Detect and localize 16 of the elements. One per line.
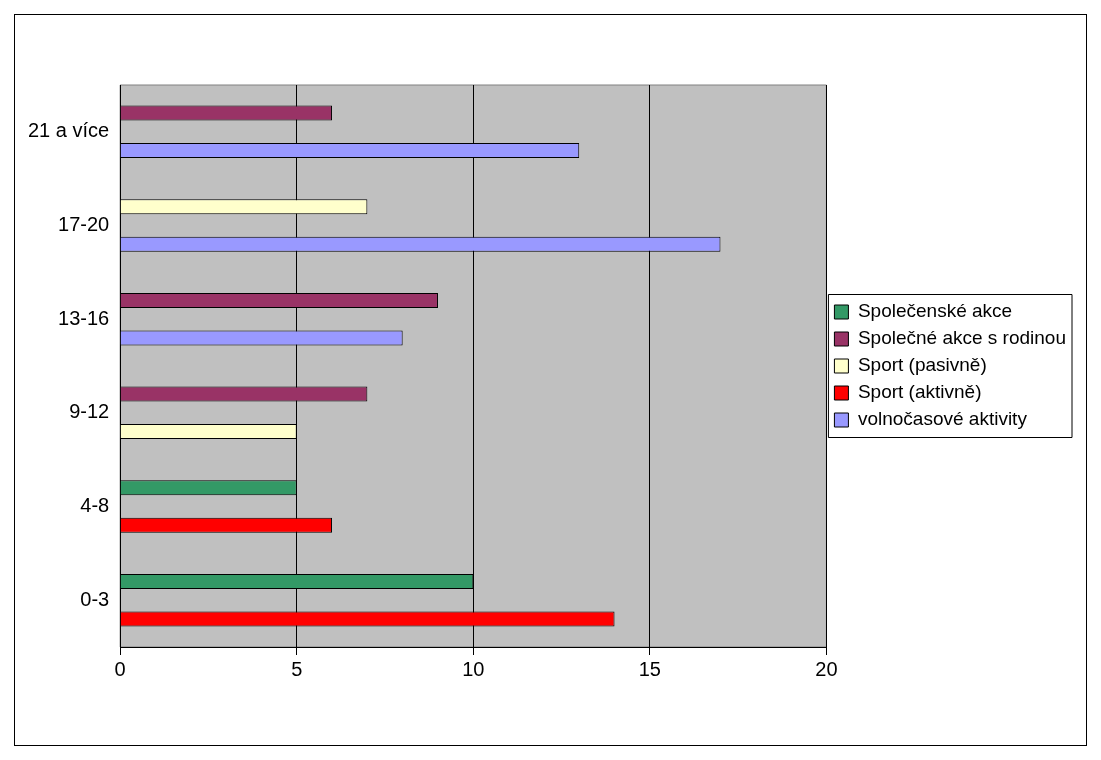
y-tick-label: 17-20 — [58, 213, 110, 236]
legend-label: volnočasové aktivity — [857, 408, 1028, 430]
x-tick-label: 0 — [114, 657, 126, 680]
y-tick-label: 13-16 — [58, 306, 110, 329]
legend-label: Sport (aktivně) — [857, 381, 982, 403]
x-tick-label: 10 — [462, 657, 485, 680]
y-tick-label: 0-3 — [80, 587, 110, 610]
legend-label: Společenské akce — [857, 300, 1013, 322]
y-tick-label: 21 a více — [27, 119, 110, 142]
x-tick-label: 20 — [815, 657, 838, 680]
y-tick-label: 4-8 — [80, 494, 110, 517]
x-tick-label: 15 — [638, 657, 661, 680]
legend-label: Společné akce s rodinou — [857, 327, 1067, 349]
y-tick-label: 9-12 — [69, 400, 110, 423]
x-tick-label: 5 — [291, 657, 303, 680]
legend-label: Sport (pasivně) — [857, 354, 987, 376]
